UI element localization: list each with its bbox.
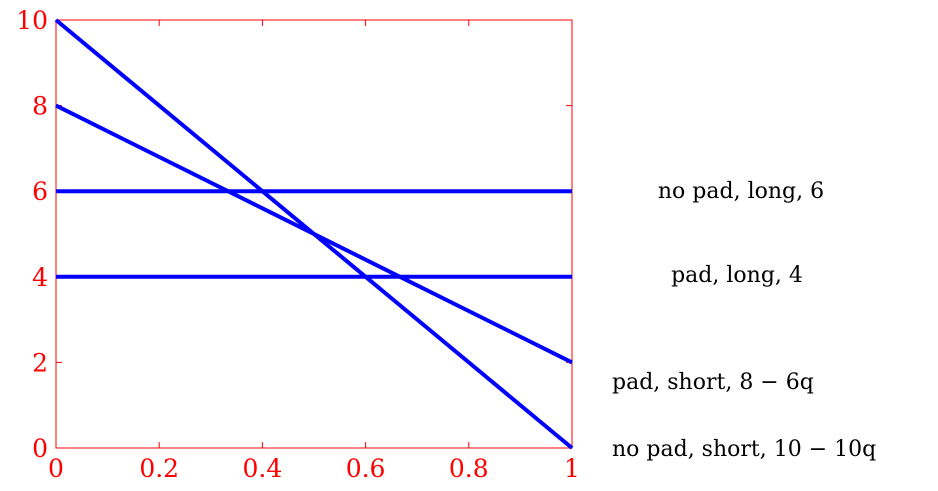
series-label-pad-short: pad, short, 8 − 6q bbox=[612, 370, 814, 395]
x-tick-label: 0.4 bbox=[243, 454, 283, 483]
x-tick-label: 0.6 bbox=[346, 454, 386, 483]
x-tick-label: 0.8 bbox=[449, 454, 489, 483]
series-label-no-pad-short: no pad, short, 10 − 10q bbox=[612, 437, 876, 462]
series-lines bbox=[54, 18, 574, 450]
x-tick-label: 1 bbox=[564, 454, 580, 483]
plot-area-frame bbox=[55, 19, 573, 449]
y-tick-label: 6 bbox=[32, 177, 48, 206]
series-label-pad-long: pad, long, 4 bbox=[671, 263, 803, 288]
series-label-no-pad-long: no pad, long, 6 bbox=[658, 179, 824, 204]
series-annotations: no pad, long, 6 pad, long, 4 pad, short,… bbox=[612, 179, 876, 462]
y-tick-label: 4 bbox=[32, 263, 48, 292]
y-tick-label: 2 bbox=[32, 348, 48, 377]
series-line-4 bbox=[54, 18, 574, 450]
y-tick-labels: 0 2 4 6 8 10 bbox=[16, 6, 48, 463]
y-tick-label: 8 bbox=[32, 92, 48, 121]
x-tick-labels: 0 0.2 0.4 0.6 0.8 1 bbox=[48, 454, 580, 483]
y-tick-label: 10 bbox=[16, 6, 48, 35]
x-tick-label: 0.2 bbox=[139, 454, 179, 483]
y-tick-label: 0 bbox=[32, 434, 48, 463]
x-tick-label: 0 bbox=[48, 454, 64, 483]
